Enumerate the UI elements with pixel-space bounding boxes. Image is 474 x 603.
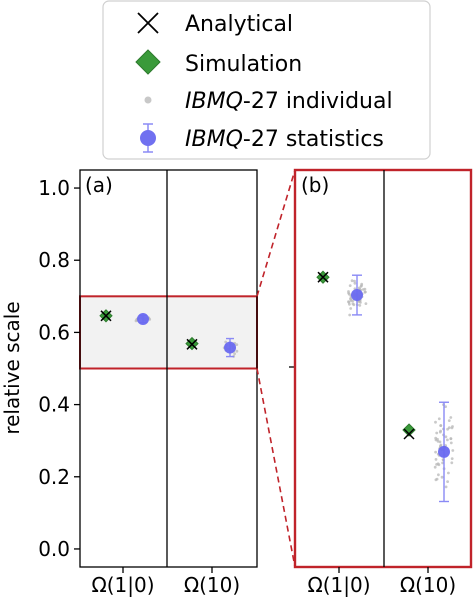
individual-point <box>450 461 454 465</box>
individual-point <box>434 420 437 424</box>
individual-point <box>439 424 443 427</box>
panel-a: (a) relative scale 0.0 0.2 0.4 0.6 0.8 1.0 Ω(… <box>0 169 258 597</box>
individual-point <box>433 465 437 469</box>
analytical-x-icon <box>137 12 159 34</box>
statistics-point <box>351 274 363 316</box>
legend: Analytical Simulation IBMQ-27 individual… <box>102 0 431 160</box>
individual-point <box>444 405 447 408</box>
x-tick-label: Ω(1|0) <box>307 573 370 597</box>
individual-point <box>447 419 451 422</box>
individual-point <box>450 457 454 460</box>
individual-dot-icon <box>144 96 152 104</box>
individual-point <box>348 284 352 287</box>
panel-b-label: (b) <box>301 173 329 197</box>
individual-point <box>347 300 350 304</box>
legend-frame <box>102 0 431 160</box>
individual-point <box>358 304 362 307</box>
panel-a-label: (a) <box>85 173 113 197</box>
panel-b-frame <box>293 168 473 569</box>
y-tick-label: 0.0 <box>38 537 70 561</box>
statistics-errorbar-icon <box>140 123 156 153</box>
individual-point <box>450 426 454 430</box>
individual-point <box>363 290 367 294</box>
individual-point <box>444 435 448 439</box>
individual-point <box>434 458 438 461</box>
y-tick-label: 0.8 <box>38 248 70 272</box>
simulation-diamond-icon <box>135 49 161 75</box>
individual-point <box>224 340 228 344</box>
individual-point <box>360 284 363 287</box>
individual-point <box>449 441 453 445</box>
x-tick-label: Ω(10) <box>400 573 456 597</box>
individual-point <box>364 302 368 305</box>
legend-label-individual: IBMQ-27 individual <box>185 89 393 114</box>
individual-point <box>436 437 439 441</box>
x-tick-label: Ω(10) <box>184 573 240 597</box>
individual-point <box>349 298 353 301</box>
individual-point <box>235 349 239 353</box>
statistics-point <box>224 337 236 358</box>
legend-label-statistics: IBMQ-27 statistics <box>185 127 384 152</box>
individual-point <box>347 290 350 293</box>
individual-point <box>437 473 440 477</box>
individual-point <box>447 471 450 475</box>
panel-a-marks <box>99 309 239 358</box>
legend-label-analytical: Analytical <box>185 12 293 37</box>
simulation-point <box>402 423 416 437</box>
individual-point <box>434 450 437 454</box>
individual-point <box>446 438 449 442</box>
individual-point <box>353 281 357 285</box>
x-tick-label: Ω(1|0) <box>91 573 154 597</box>
individual-point <box>446 427 449 431</box>
individual-point <box>435 431 439 435</box>
individual-point <box>348 313 352 317</box>
individual-point <box>233 352 237 356</box>
individual-point <box>353 279 356 283</box>
individual-point <box>444 485 448 489</box>
x-axis-categories-b: Ω(1|0) Ω(10) <box>307 567 456 597</box>
panel-a-highlight <box>79 295 258 370</box>
individual-point <box>435 463 438 466</box>
zoom-connectors <box>256 169 296 568</box>
individual-point <box>351 302 355 306</box>
legend-label-simulation: Simulation <box>185 52 302 77</box>
individual-point <box>347 292 351 296</box>
individual-point <box>446 480 449 483</box>
legend-entry-simulation: Simulation <box>135 49 302 77</box>
individual-point <box>361 288 365 291</box>
analytical-point <box>186 338 198 350</box>
individual-point <box>359 301 362 304</box>
individual-point <box>134 319 138 323</box>
statistics-point <box>438 401 450 503</box>
individual-point <box>437 417 441 421</box>
individual-point <box>451 449 455 452</box>
statistics-point <box>137 313 149 326</box>
y-axis-label: relative scale <box>0 301 24 434</box>
individual-point <box>438 430 442 434</box>
individual-point <box>349 307 353 310</box>
legend-entry-analytical: Analytical <box>137 12 293 37</box>
legend-entry-statistics: IBMQ-27 statistics <box>140 123 384 153</box>
panel-b: (b) Ω(1|0) Ω(10) <box>293 168 473 597</box>
analytical-point <box>100 310 112 322</box>
y-tick-label: 0.2 <box>38 465 70 489</box>
individual-point <box>449 416 453 419</box>
individual-point <box>434 478 438 482</box>
individual-point <box>449 437 453 440</box>
analytical-point <box>403 428 415 440</box>
y-tick-label: 1.0 <box>38 176 70 200</box>
legend-entry-individual: IBMQ-27 individual <box>144 89 393 114</box>
x-axis-categories-a: Ω(1|0) Ω(10) <box>91 567 240 597</box>
analytical-point <box>317 271 329 283</box>
panel-b-marks <box>316 270 455 503</box>
individual-point <box>235 343 239 346</box>
y-tick-label: 0.4 <box>38 393 70 417</box>
individual-point <box>440 475 444 479</box>
individual-point <box>350 279 354 283</box>
zoom-connector-bottom <box>256 368 296 568</box>
zoom-connector-top <box>256 169 296 297</box>
y-axis-ticks: 0.0 0.2 0.4 0.6 0.8 1.0 <box>38 176 80 561</box>
y-tick-label: 0.6 <box>38 320 70 344</box>
